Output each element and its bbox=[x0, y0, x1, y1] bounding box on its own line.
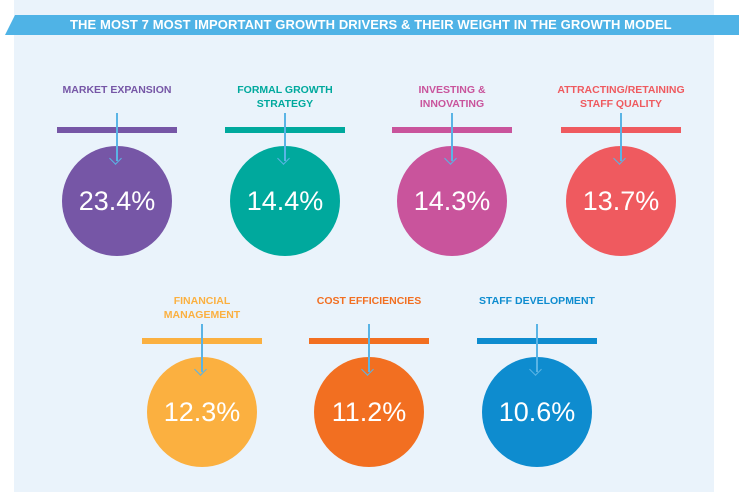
driver-label: INVESTING & INNOVATING bbox=[418, 84, 486, 110]
driver-value-circle: 23.4% bbox=[62, 146, 172, 256]
driver-value-circle: 13.7% bbox=[566, 146, 676, 256]
chart-title: THE MOST 7 MOST IMPORTANT GROWTH DRIVERS… bbox=[70, 17, 672, 32]
driver-value-circle: 12.3% bbox=[147, 357, 257, 467]
arrow-icon bbox=[284, 113, 286, 161]
driver-label: STAFF DEVELOPMENT bbox=[479, 295, 595, 307]
arrow-icon bbox=[116, 113, 118, 161]
driver-label: FINANCIAL MANAGEMENT bbox=[163, 295, 241, 321]
driver-label: FORMAL GROWTH STRATEGY bbox=[237, 84, 333, 110]
driver-label: ATTRACTING/RETAINING STAFF QUALITY bbox=[557, 84, 685, 110]
driver-label: MARKET EXPANSION bbox=[62, 84, 172, 96]
driver-value-circle: 10.6% bbox=[482, 357, 592, 467]
arrow-icon bbox=[620, 113, 622, 161]
arrow-icon bbox=[368, 324, 370, 372]
title-banner bbox=[5, 15, 739, 35]
driver-value-circle: 11.2% bbox=[314, 357, 424, 467]
driver-value-circle: 14.4% bbox=[230, 146, 340, 256]
driver-label: COST EFFICIENCIES bbox=[316, 295, 422, 307]
driver-value-circle: 14.3% bbox=[397, 146, 507, 256]
arrow-icon bbox=[536, 324, 538, 372]
arrow-icon bbox=[451, 113, 453, 161]
arrow-icon bbox=[201, 324, 203, 372]
